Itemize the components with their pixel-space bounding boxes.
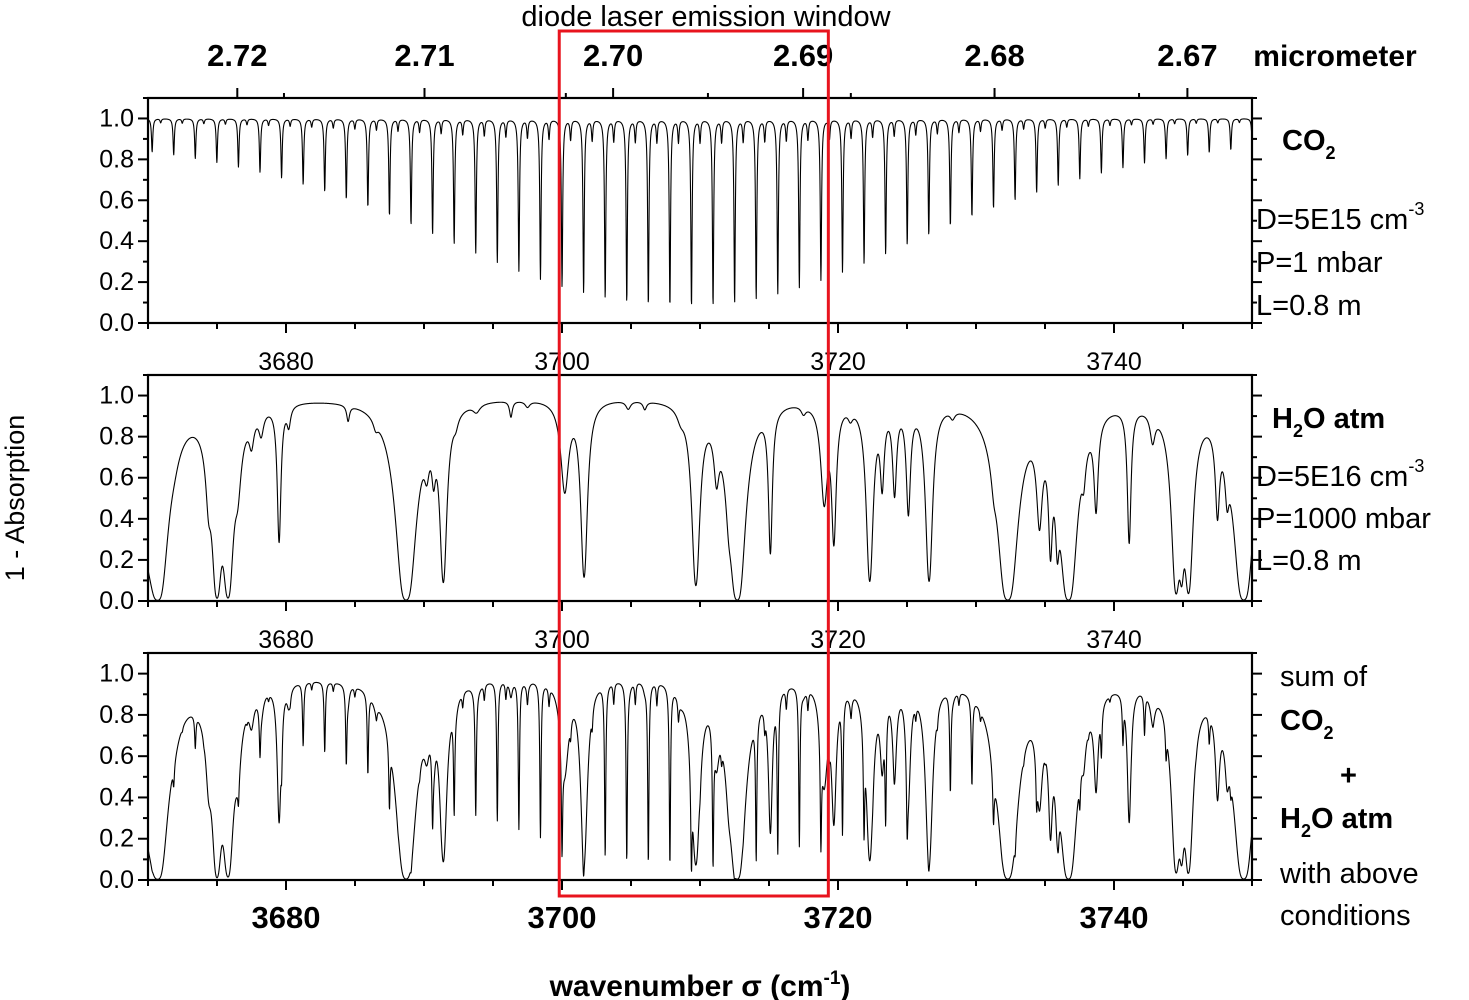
- x-tick-label: 3720: [810, 626, 866, 654]
- panel-co2-labels: CO2 D=5E15 cm-3 P=1 mbar L=0.8 m: [1256, 125, 1424, 322]
- panel-frame-sum: [146, 651, 1254, 882]
- panel-h2o-labels: H2O atm D=5E16 cm-3 P=1000 mbar L=0.8 m: [1256, 403, 1431, 577]
- x-tick-label: 3720: [804, 900, 873, 935]
- spectrum-line-co2: [148, 118, 1252, 305]
- x-tick-label: 3740: [1080, 900, 1149, 935]
- panel-co2-pressure: P=1 mbar: [1256, 247, 1383, 279]
- panel-h2o: 0.0 0.2 0.4 0.6 0.8 1.0 3680 3700 3720 3740: [99, 373, 1262, 654]
- secondary-tick-label: 2.69: [773, 38, 833, 73]
- y-tick-label: 1.0: [99, 104, 134, 132]
- y-tick-label: 0.6: [99, 186, 134, 214]
- secondary-tick-label: 2.71: [394, 38, 454, 73]
- panel-sum-labels: sum of CO2 + H2O atm with above conditio…: [1279, 661, 1419, 932]
- y-axis-label: 1 - Absorption: [0, 415, 30, 582]
- y-tick-label: 0.2: [99, 546, 134, 574]
- panel-sum-label-co2: CO2: [1280, 705, 1334, 743]
- x-tick-label: 3680: [258, 348, 314, 376]
- panel-co2-species: CO2: [1282, 125, 1336, 163]
- y-tick-label: 0.2: [99, 825, 134, 853]
- panel-frame-h2o: [146, 373, 1254, 603]
- x-tick-label: 3680: [258, 626, 314, 654]
- x-tick-label: 3700: [534, 348, 590, 376]
- panel-h2o-length: L=0.8 m: [1256, 545, 1362, 577]
- panel-sum-label-conditions: conditions: [1280, 900, 1411, 932]
- y-tick-label: 0.8: [99, 701, 134, 729]
- panel-co2: 0.0 0.2 0.4 0.6 0.8 1.0 3680 3700 3720 3740: [99, 96, 1262, 376]
- panel-sum: 0.0 0.2 0.4 0.6 0.8 1.0 3680 3700 3720 3740: [99, 651, 1262, 935]
- secondary-tick-label: 2.72: [207, 38, 267, 73]
- y-tick-label: 0.0: [99, 309, 134, 337]
- secondary-tick-label: 2.67: [1157, 38, 1217, 73]
- y-tick-label: 0.6: [99, 742, 134, 770]
- panel-sum-label-plus: +: [1340, 760, 1357, 792]
- x-tick-label: 3720: [810, 348, 866, 376]
- chart-title: diode laser emission window: [521, 1, 891, 33]
- emission-window-rect: [557, 29, 830, 898]
- secondary-axis: 2.67 2.68 2.69 2.70 2.71 2.72: [207, 38, 1218, 98]
- panel-co2-length: L=0.8 m: [1256, 290, 1362, 322]
- y-tick-label: 0.4: [99, 227, 134, 255]
- secondary-tick-label: 2.68: [964, 38, 1024, 73]
- panel-co2-density: D=5E15 cm-3: [1256, 199, 1424, 236]
- x-tick-label: 3740: [1086, 626, 1142, 654]
- panel-sum-label-with-above: with above: [1279, 858, 1419, 890]
- secondary-axis-unit: micrometer: [1253, 40, 1417, 73]
- panel-h2o-species: H2O atm: [1272, 403, 1385, 441]
- y-tick-label: 1.0: [99, 382, 134, 410]
- x-axis-label: wavenumber σ (cm-1): [549, 968, 851, 1000]
- y-tick-label: 0.8: [99, 145, 134, 173]
- y-tick-label: 0.0: [99, 866, 134, 894]
- y-tick-label: 1.0: [99, 660, 134, 688]
- panel-h2o-density: D=5E16 cm-3: [1256, 456, 1424, 493]
- panel-sum-label-h2o: H2O atm: [1280, 803, 1393, 841]
- secondary-tick-label: 2.70: [583, 38, 643, 73]
- y-tick-label: 0.4: [99, 783, 134, 811]
- y-tick-label: 0.6: [99, 464, 134, 492]
- plots-layer: 0.0 0.2 0.4 0.6 0.8 1.0 3680 3700 3720 3740 0.0 0.2…: [99, 29, 1262, 935]
- y-tick-label: 0.2: [99, 268, 134, 296]
- panel-frame-co2: [146, 96, 1254, 325]
- panel-h2o-pressure: P=1000 mbar: [1256, 503, 1431, 535]
- x-tick-label: 3700: [528, 900, 597, 935]
- x-tick-label: 3680: [252, 900, 321, 935]
- y-tick-label: 0.4: [99, 505, 134, 533]
- x-tick-label: 3740: [1086, 348, 1142, 376]
- y-tick-label: 0.0: [99, 587, 134, 615]
- spectrum-line-sum: [148, 681, 1252, 880]
- panel-sum-label-sum-of: sum of: [1280, 661, 1368, 693]
- y-tick-label: 0.8: [99, 423, 134, 451]
- spectrum-line-h2o: [148, 401, 1252, 601]
- x-tick-label: 3700: [534, 626, 590, 654]
